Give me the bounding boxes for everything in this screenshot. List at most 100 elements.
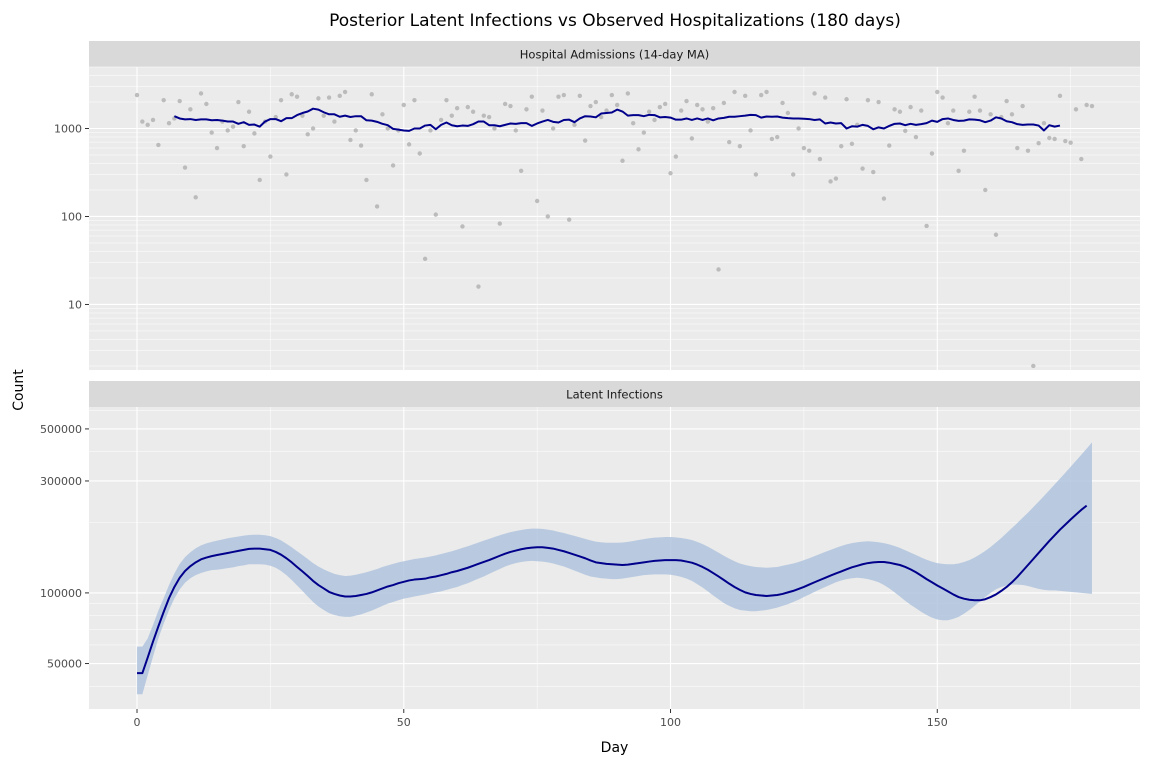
admission-point: [1041, 120, 1047, 126]
admission-point: [188, 107, 193, 112]
admission-point: [897, 109, 903, 114]
admission-point: [156, 142, 161, 148]
admission-point: [1073, 107, 1079, 112]
admission-point: [412, 97, 417, 103]
admission-point: [657, 104, 663, 110]
admission-point: [903, 128, 908, 134]
admission-point: [422, 256, 428, 262]
admission-point: [823, 95, 828, 100]
y-tick-labels-bottom: 50000 100000 300000 500000: [40, 423, 89, 671]
admission-point: [534, 198, 540, 204]
strip-label-hospital-admissions: Hospital Admissions (14-day MA): [520, 48, 709, 62]
admission-point: [513, 128, 519, 133]
admission-point: [524, 107, 529, 112]
admission-point: [662, 101, 668, 107]
admission-point: [764, 89, 769, 95]
admission-point: [887, 143, 892, 148]
admission-point: [444, 97, 449, 103]
admission-point: [668, 171, 673, 176]
admission-point: [358, 143, 364, 148]
admission-point: [433, 212, 438, 217]
strip-background-top: [89, 41, 1140, 67]
admission-point: [1063, 138, 1068, 144]
admission-point: [332, 119, 337, 124]
admission-point: [252, 131, 257, 136]
admission-point: [326, 95, 332, 100]
admission-point: [428, 128, 433, 133]
latent-infections-line-group: [137, 504, 1088, 675]
admission-point: [598, 114, 604, 120]
admission-point: [497, 221, 502, 226]
admission-point: [759, 92, 764, 98]
admission-point: [727, 139, 732, 145]
admission-point: [881, 196, 887, 201]
admission-point: [940, 95, 945, 100]
admission-point: [348, 137, 353, 143]
admission-point: [609, 92, 615, 98]
admission-point: [620, 158, 625, 163]
admission-point: [871, 169, 876, 175]
bottom-y-tick-label: 300000: [40, 475, 82, 488]
y-tick-labels-top: 10 100 1000: [54, 123, 89, 311]
admission-point: [1089, 103, 1095, 109]
panel-background-top: [89, 67, 1140, 370]
admission-point: [929, 151, 935, 156]
admission-point: [582, 138, 588, 143]
admission-point: [470, 109, 476, 114]
admission-point: [193, 195, 198, 200]
admission-point: [684, 98, 689, 104]
admission-point: [977, 108, 983, 113]
admission-point: [689, 136, 695, 141]
admission-point: [577, 93, 583, 99]
admission-point: [161, 97, 166, 103]
admission-point: [401, 102, 406, 108]
admission-point: [214, 145, 220, 151]
admission-point: [801, 145, 807, 151]
admission-point: [140, 119, 145, 124]
admission-point: [849, 141, 855, 147]
admission-point: [646, 109, 652, 114]
admission-point: [983, 187, 988, 193]
admission-point: [166, 120, 172, 126]
admission-point: [529, 94, 535, 99]
admission-point: [1015, 145, 1020, 151]
admission-point: [465, 104, 470, 110]
admission-point: [604, 108, 609, 113]
admission-point: [508, 103, 513, 109]
admission-point: [1052, 136, 1057, 142]
admission-point: [652, 117, 657, 123]
admission-point: [294, 94, 300, 99]
admission-point: [406, 142, 412, 147]
admission-point: [241, 143, 246, 149]
admission-point: [390, 163, 396, 168]
admission-point: [630, 120, 636, 126]
top-y-tick-label: 100: [61, 210, 82, 223]
admission-point: [486, 114, 492, 120]
top-y-tick-label: 1000: [54, 123, 82, 136]
admission-point: [572, 122, 577, 128]
admission-point: [502, 101, 508, 107]
admission-point: [956, 168, 961, 174]
admission-point: [678, 108, 684, 113]
admission-point: [972, 94, 977, 99]
admission-point: [134, 92, 140, 98]
admission-point: [300, 113, 305, 118]
admission-point: [364, 177, 369, 183]
admission-point: [1025, 148, 1031, 153]
admission-point: [636, 147, 641, 152]
bottom-y-tick-label: 50000: [47, 658, 82, 671]
admission-point: [225, 128, 230, 133]
admission-point: [385, 126, 390, 131]
admission-point: [796, 126, 801, 131]
x-axis: 0 50 100 150: [134, 709, 948, 729]
admission-point: [177, 98, 182, 104]
admission-point: [614, 102, 620, 108]
admission-point: [342, 89, 348, 95]
panel-hospital-admissions: Hospital Admissions (14-day MA) 10 100 100…: [54, 41, 1140, 370]
admission-point: [892, 107, 897, 112]
admission-point: [337, 93, 342, 99]
admission-point: [476, 284, 481, 289]
admission-point: [1036, 141, 1041, 146]
chart-title: Posterior Latent Infections vs Observed …: [329, 11, 901, 31]
admission-point: [732, 89, 737, 95]
